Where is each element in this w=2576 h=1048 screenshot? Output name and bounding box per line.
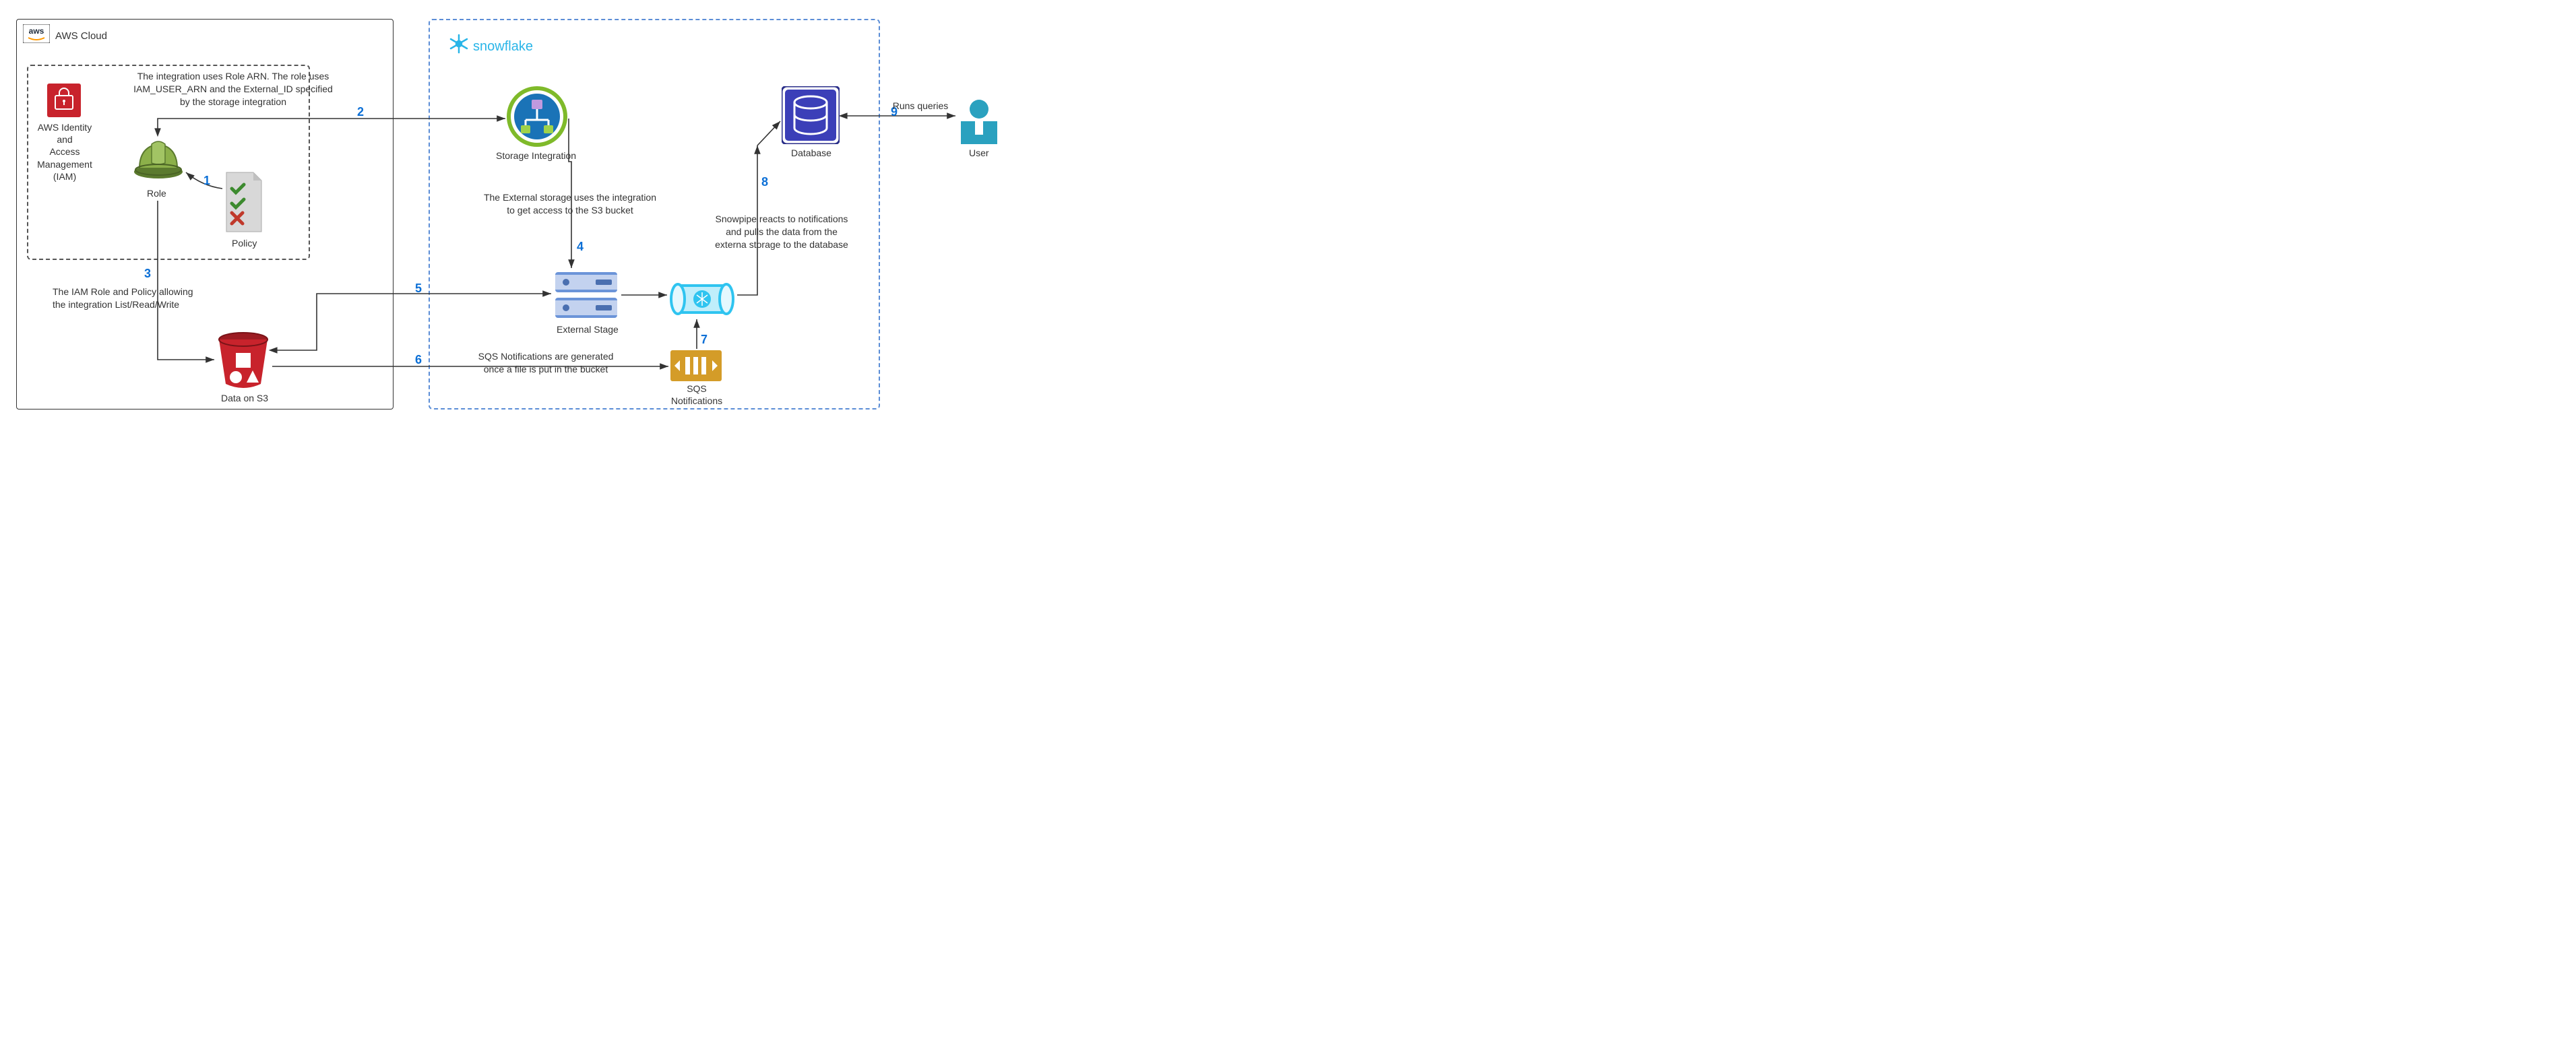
desc-3: The IAM Role and Policy allowingthe inte… bbox=[53, 286, 221, 311]
user-icon bbox=[957, 98, 1001, 149]
storage-integration-label: Storage Integration bbox=[496, 150, 576, 162]
storage-integration-icon bbox=[507, 86, 567, 150]
database-icon bbox=[782, 86, 840, 148]
desc-8: Snowpipe reacts to notificationsand pull… bbox=[701, 213, 862, 251]
step-5: 5 bbox=[415, 282, 422, 296]
sqs-icon bbox=[670, 350, 722, 385]
user-label: User bbox=[969, 147, 989, 159]
step-8: 8 bbox=[761, 175, 768, 189]
snowflake-label: snowflake bbox=[473, 38, 533, 55]
policy-icon bbox=[222, 168, 265, 239]
iam-badge-icon bbox=[47, 84, 81, 121]
external-stage-label: External Stage bbox=[557, 323, 619, 335]
step-2: 2 bbox=[357, 105, 364, 119]
policy-label: Policy bbox=[232, 237, 257, 249]
desc-4: The External storage uses the integratio… bbox=[469, 191, 671, 217]
snowpipe-icon bbox=[668, 280, 736, 321]
iam-badge-label: AWS Identity andAccessManagement(IAM) bbox=[32, 121, 97, 183]
step-7: 7 bbox=[701, 333, 708, 347]
aws-logo-icon: aws bbox=[23, 24, 50, 46]
role-icon bbox=[131, 135, 185, 189]
s3-label: Data on S3 bbox=[221, 392, 268, 404]
aws-cloud-label: AWS Cloud bbox=[55, 30, 107, 43]
database-label: Database bbox=[791, 147, 831, 159]
role-label: Role bbox=[147, 187, 166, 199]
step-6: 6 bbox=[415, 353, 422, 367]
snowflake-logo-icon bbox=[449, 34, 469, 57]
svg-text:aws: aws bbox=[29, 26, 44, 36]
desc-2: The integration uses Role ARN. The role … bbox=[132, 70, 334, 108]
step-1: 1 bbox=[203, 174, 210, 188]
step-3: 3 bbox=[144, 267, 151, 281]
step-4: 4 bbox=[577, 240, 584, 254]
sqs-label: SQSNotifications bbox=[670, 383, 724, 407]
external-stage-icon bbox=[553, 269, 620, 324]
s3-bucket-icon bbox=[216, 330, 271, 394]
desc-6: SQS Notifications are generatedonce a fi… bbox=[458, 350, 633, 376]
desc-9: Runs queries bbox=[887, 100, 954, 112]
